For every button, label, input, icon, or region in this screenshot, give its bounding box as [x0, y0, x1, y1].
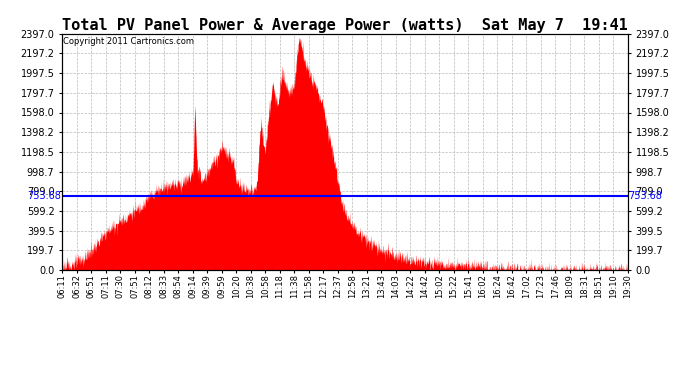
Title: Total PV Panel Power & Average Power (watts)  Sat May 7  19:41: Total PV Panel Power & Average Power (wa… [62, 18, 628, 33]
Text: 753.68: 753.68 [28, 191, 61, 201]
Text: Copyright 2011 Cartronics.com: Copyright 2011 Cartronics.com [63, 37, 194, 46]
Text: 753.68: 753.68 [628, 191, 662, 201]
